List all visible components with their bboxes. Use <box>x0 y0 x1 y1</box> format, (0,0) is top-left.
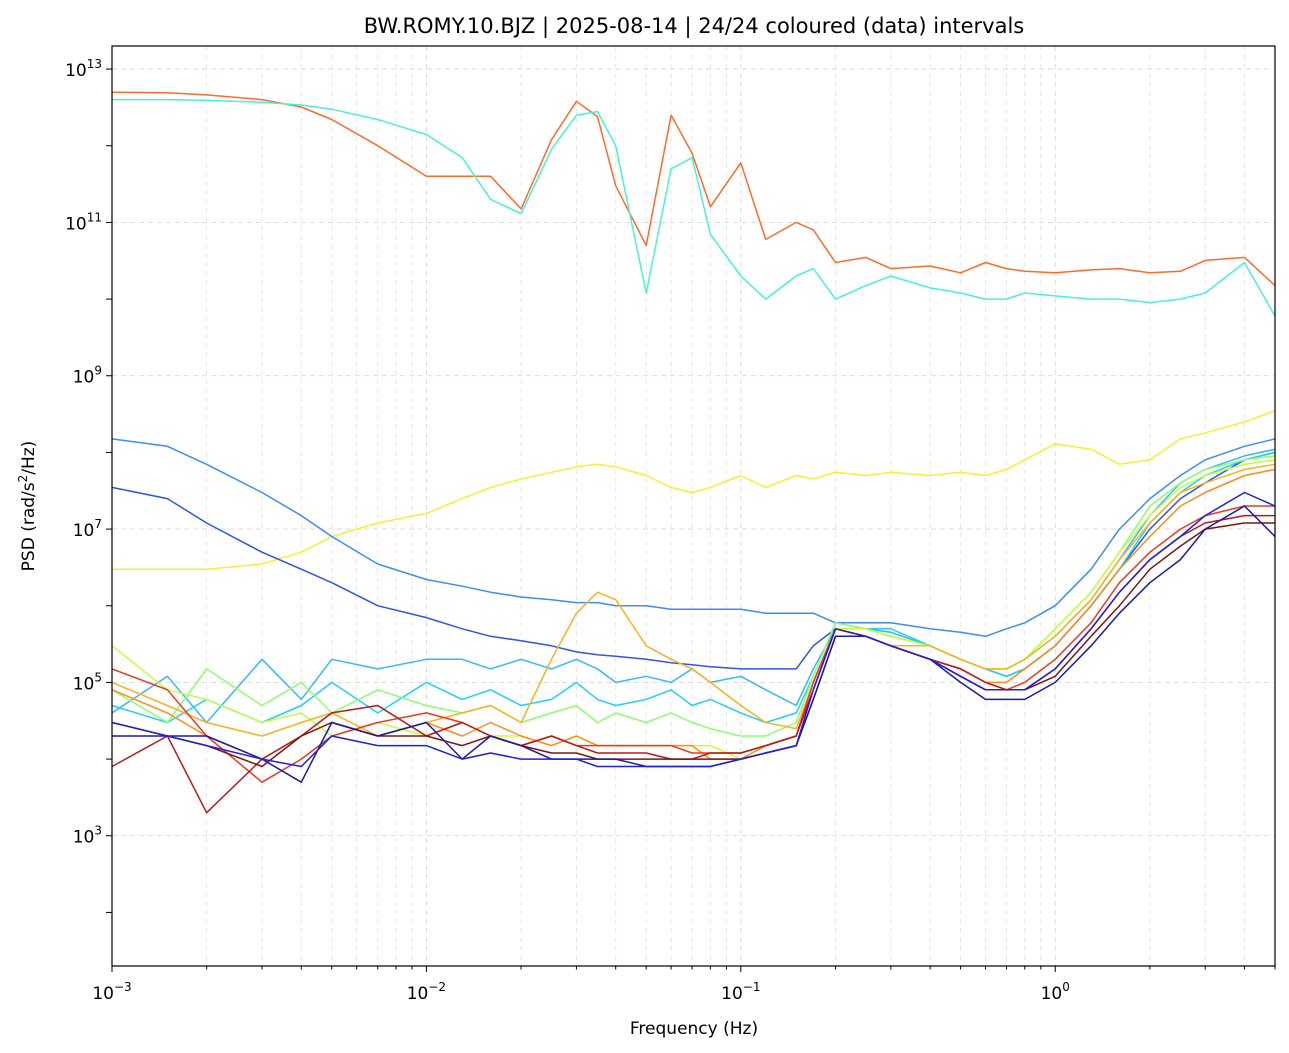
psd-series-line-14 <box>111 522 1275 768</box>
psd-series-group <box>111 91 1276 814</box>
x-tick-label: 10−2 <box>407 980 446 1004</box>
psd-series-line-10 <box>111 463 1276 737</box>
y-tick-label: 107 <box>73 517 102 541</box>
x-axis-label: Frequency (Hz) <box>630 1019 758 1039</box>
y-axis-ticks: 103 105 107 109 1011 1013 <box>65 57 112 913</box>
x-tick-label: 10−3 <box>92 980 131 1004</box>
x-axis-ticks: 10−3 10−2 10−1 100 <box>92 966 1276 1004</box>
y-axis-label: PSD (rad/s2/Hz) <box>16 441 39 572</box>
psd-series-line-8 <box>111 455 1276 737</box>
psd-series-line-15 <box>112 505 1276 783</box>
plot-frame <box>111 45 1276 967</box>
y-tick-label: 1013 <box>65 57 102 81</box>
psd-series-line-1 <box>111 91 1276 287</box>
chart-title: BW.ROMY.10.BJZ | 2025-08-14 | 24/24 colo… <box>364 14 1025 39</box>
psd-series-line-11 <box>111 468 1276 760</box>
x-tick-label: 100 <box>1041 980 1070 1004</box>
grid-lines <box>111 46 1276 966</box>
psd-series-line-2 <box>112 98 1276 317</box>
y-tick-label: 103 <box>73 824 102 848</box>
psd-series-line-5 <box>111 451 1276 678</box>
x-tick-label: 10−1 <box>721 980 760 1004</box>
psd-series-line-3 <box>112 409 1276 570</box>
psd-series-line-4 <box>111 438 1276 638</box>
psd-series-line-16 <box>111 491 1276 768</box>
y-tick-label: 1011 <box>65 210 102 234</box>
y-tick-label: 109 <box>73 364 102 388</box>
psd-series-line-12 <box>111 505 1275 783</box>
y-tick-label: 105 <box>73 670 102 694</box>
